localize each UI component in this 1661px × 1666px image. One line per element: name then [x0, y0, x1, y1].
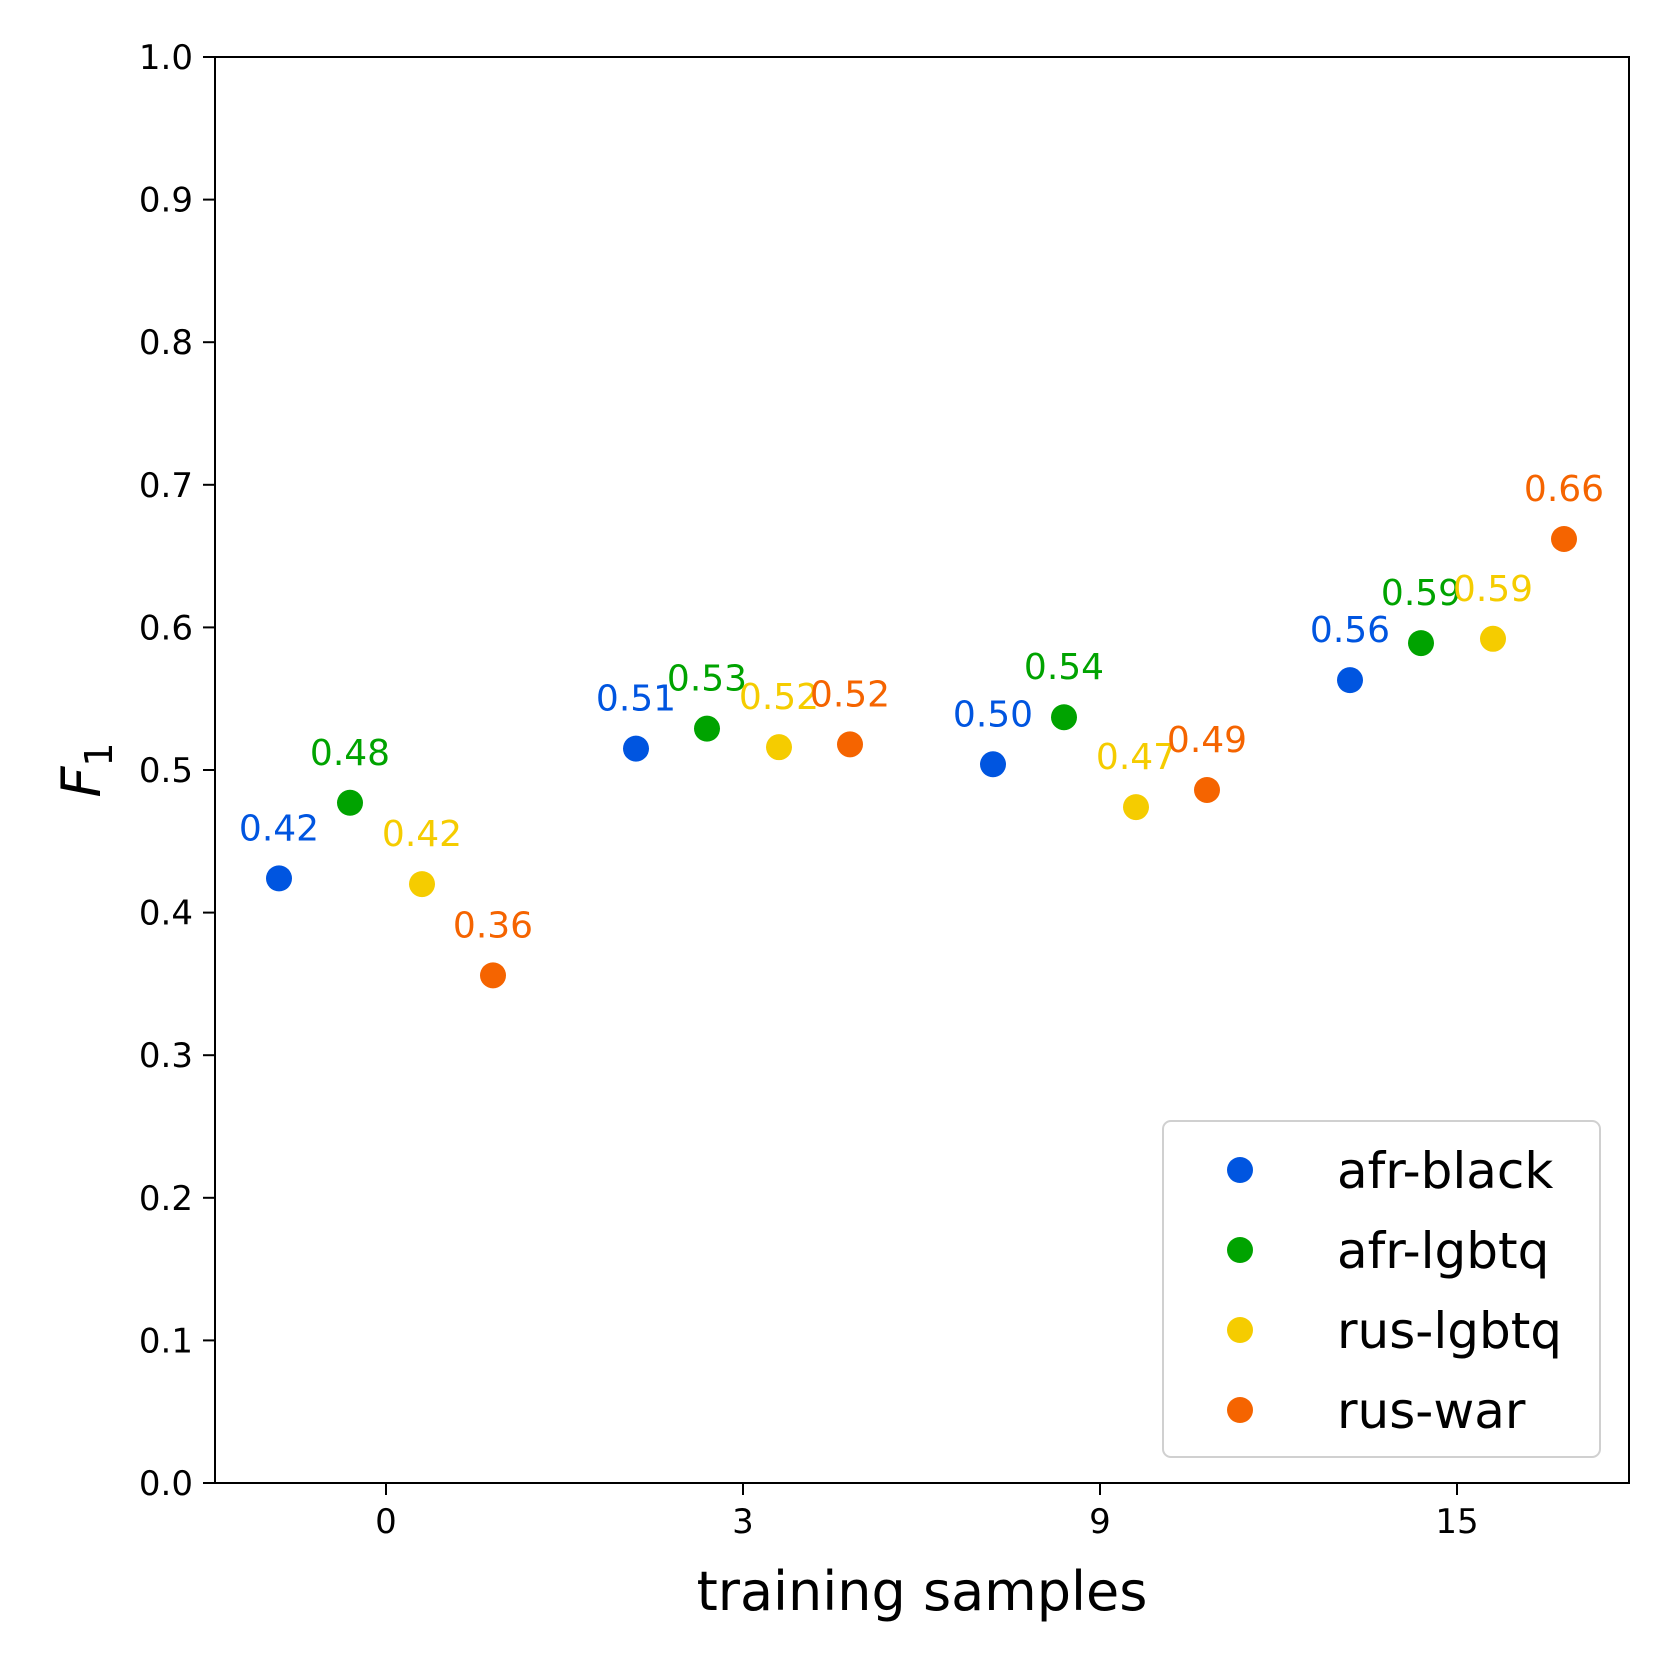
data-label-afr-black: 0.51: [596, 679, 676, 720]
data-label-afr-black: 0.42: [239, 808, 319, 849]
legend-marker-afr-lgbtq: [1227, 1237, 1253, 1263]
legend-label-rus-lgbtq: rus-lgbtq: [1337, 1302, 1562, 1360]
data-label-afr-lgbtq: 0.54: [1024, 647, 1104, 688]
data-point-rus-lgbtq: [409, 871, 435, 898]
y-tick-label: 0.4: [139, 894, 193, 934]
data-label-afr-lgbtq: 0.53: [667, 659, 747, 700]
data-label-rus-war: 0.52: [810, 674, 890, 715]
data-point-rus-war: [1194, 776, 1220, 803]
data-point-rus-lgbtq: [1480, 625, 1506, 652]
data-label-rus-lgbtq: 0.59: [1453, 569, 1533, 610]
y-axis-label-subscript: 1: [77, 742, 121, 766]
x-tick-label: 0: [375, 1502, 397, 1542]
y-axis-label-base: F: [50, 766, 113, 798]
x-axis-ticks: 0 3 9 15: [375, 1483, 1479, 1542]
data-point-afr-black: [1337, 667, 1363, 694]
data-label-rus-war: 0.66: [1524, 469, 1604, 510]
legend-label-afr-lgbtq: afr-lgbtq: [1337, 1222, 1549, 1280]
data-labels-layer: 0.42 0.51 0.50 0.56 0.48 0.53 0.54 0.59 0.42 0.52…: [239, 469, 1604, 946]
legend-label-rus-war: rus-war: [1337, 1382, 1526, 1440]
y-axis-ticks: 0.0 0.1 0.2 0.3 0.4 0.5 0.6 0.7 0.8 0.9 1.0: [139, 38, 215, 1504]
data-label-rus-lgbtq: 0.42: [382, 814, 462, 855]
y-tick-label: 0.3: [139, 1036, 193, 1076]
data-label-rus-lgbtq: 0.52: [739, 677, 819, 718]
y-axis-label: F1: [50, 742, 121, 797]
y-tick-label: 0.8: [139, 323, 193, 363]
data-label-afr-lgbtq: 0.59: [1381, 573, 1461, 614]
y-tick-label: 1.0: [139, 38, 193, 78]
y-tick-label: 0.9: [139, 181, 193, 221]
legend-items: afr-black afr-lgbtq rus-lgbtq rus-war: [1227, 1142, 1562, 1440]
data-point-rus-war: [1551, 525, 1577, 552]
data-point-afr-lgbtq: [1051, 704, 1077, 731]
legend: afr-black afr-lgbtq rus-lgbtq rus-war: [1162, 1120, 1601, 1458]
x-tick-label: 3: [732, 1502, 754, 1542]
y-tick-label: 0.6: [139, 608, 193, 648]
data-points-layer: [266, 525, 1577, 989]
legend-frame: [1162, 1120, 1601, 1458]
data-point-afr-black: [266, 865, 292, 892]
data-label-afr-black: 0.50: [953, 694, 1033, 735]
x-tick-label: 9: [1089, 1502, 1111, 1542]
data-point-afr-lgbtq: [337, 789, 363, 816]
y-tick-label: 0.0: [139, 1464, 193, 1504]
legend-marker-rus-lgbtq: [1227, 1317, 1253, 1343]
y-tick-label: 0.1: [139, 1321, 193, 1361]
data-label-rus-lgbtq: 0.47: [1096, 737, 1176, 778]
legend-marker-afr-black: [1227, 1157, 1253, 1183]
data-point-afr-black: [623, 735, 649, 762]
data-point-afr-black: [980, 751, 1006, 778]
legend-marker-rus-war: [1227, 1397, 1253, 1423]
data-point-rus-war: [837, 731, 863, 758]
data-label-rus-war: 0.36: [453, 905, 533, 946]
y-tick-label: 0.7: [139, 466, 193, 506]
x-tick-label: 15: [1435, 1502, 1478, 1542]
y-tick-label: 0.2: [139, 1179, 193, 1219]
data-point-afr-lgbtq: [694, 715, 720, 742]
x-axis-label: training samples: [697, 1560, 1148, 1623]
data-point-afr-lgbtq: [1408, 630, 1434, 657]
legend-label-afr-black: afr-black: [1337, 1142, 1553, 1200]
y-tick-label: 0.5: [139, 751, 193, 791]
data-point-rus-lgbtq: [766, 734, 792, 761]
data-point-rus-lgbtq: [1123, 794, 1149, 821]
data-point-rus-war: [480, 962, 506, 989]
data-label-afr-black: 0.56: [1310, 610, 1390, 651]
data-label-afr-lgbtq: 0.48: [310, 733, 390, 774]
data-label-rus-war: 0.49: [1167, 720, 1247, 761]
